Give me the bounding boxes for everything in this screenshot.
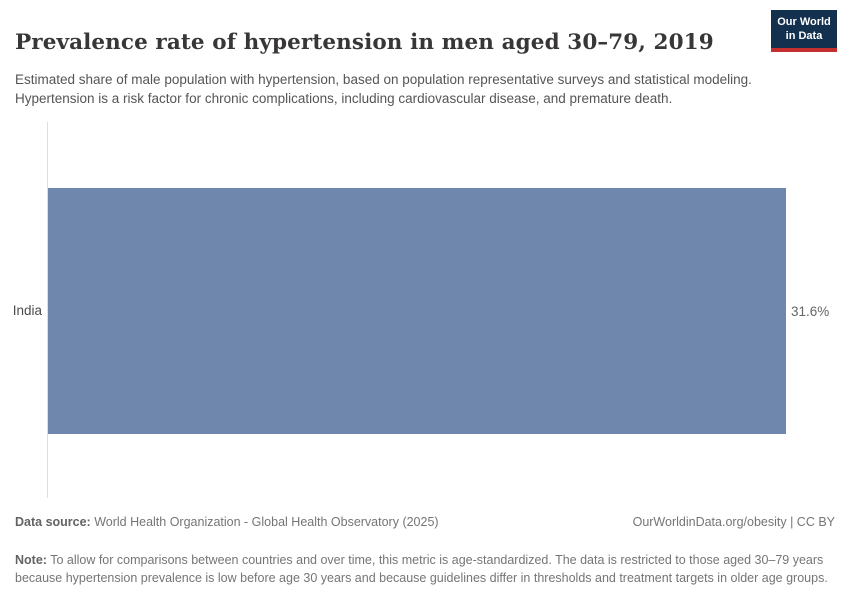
footer-note: Note: To allow for comparisons between c… — [15, 551, 837, 587]
chart-subtitle: Estimated share of male population with … — [15, 71, 752, 106]
owid-logo-accent-bar — [771, 47, 837, 52]
bar-entity-label: India — [12, 303, 42, 318]
data-source-line: Data source: World Health Organization -… — [15, 515, 439, 529]
owid-logo[interactable]: Our World in Data — [771, 10, 837, 52]
data-source-text: World Health Organization - Global Healt… — [90, 515, 439, 529]
owid-logo-text: Our World in Data — [771, 10, 837, 48]
bar-india[interactable] — [48, 188, 786, 434]
bar-row — [48, 188, 786, 434]
footer-row: Data source: World Health Organization -… — [15, 515, 835, 529]
footer-note-text: To allow for comparisons between countri… — [15, 552, 828, 585]
owid-logo-line2: in Data — [785, 30, 823, 43]
owid-logo-line1: Our World — [777, 16, 831, 28]
footer-note-label: Note: — [15, 552, 47, 567]
page-title: Prevalence rate of hypertension in men a… — [15, 30, 714, 56]
license-link[interactable]: OurWorldinData.org/obesity | CC BY — [632, 515, 835, 529]
bar-value-label: 31.6% — [791, 304, 830, 319]
data-source-label: Data source: — [15, 515, 91, 529]
y-axis-line — [47, 122, 48, 498]
